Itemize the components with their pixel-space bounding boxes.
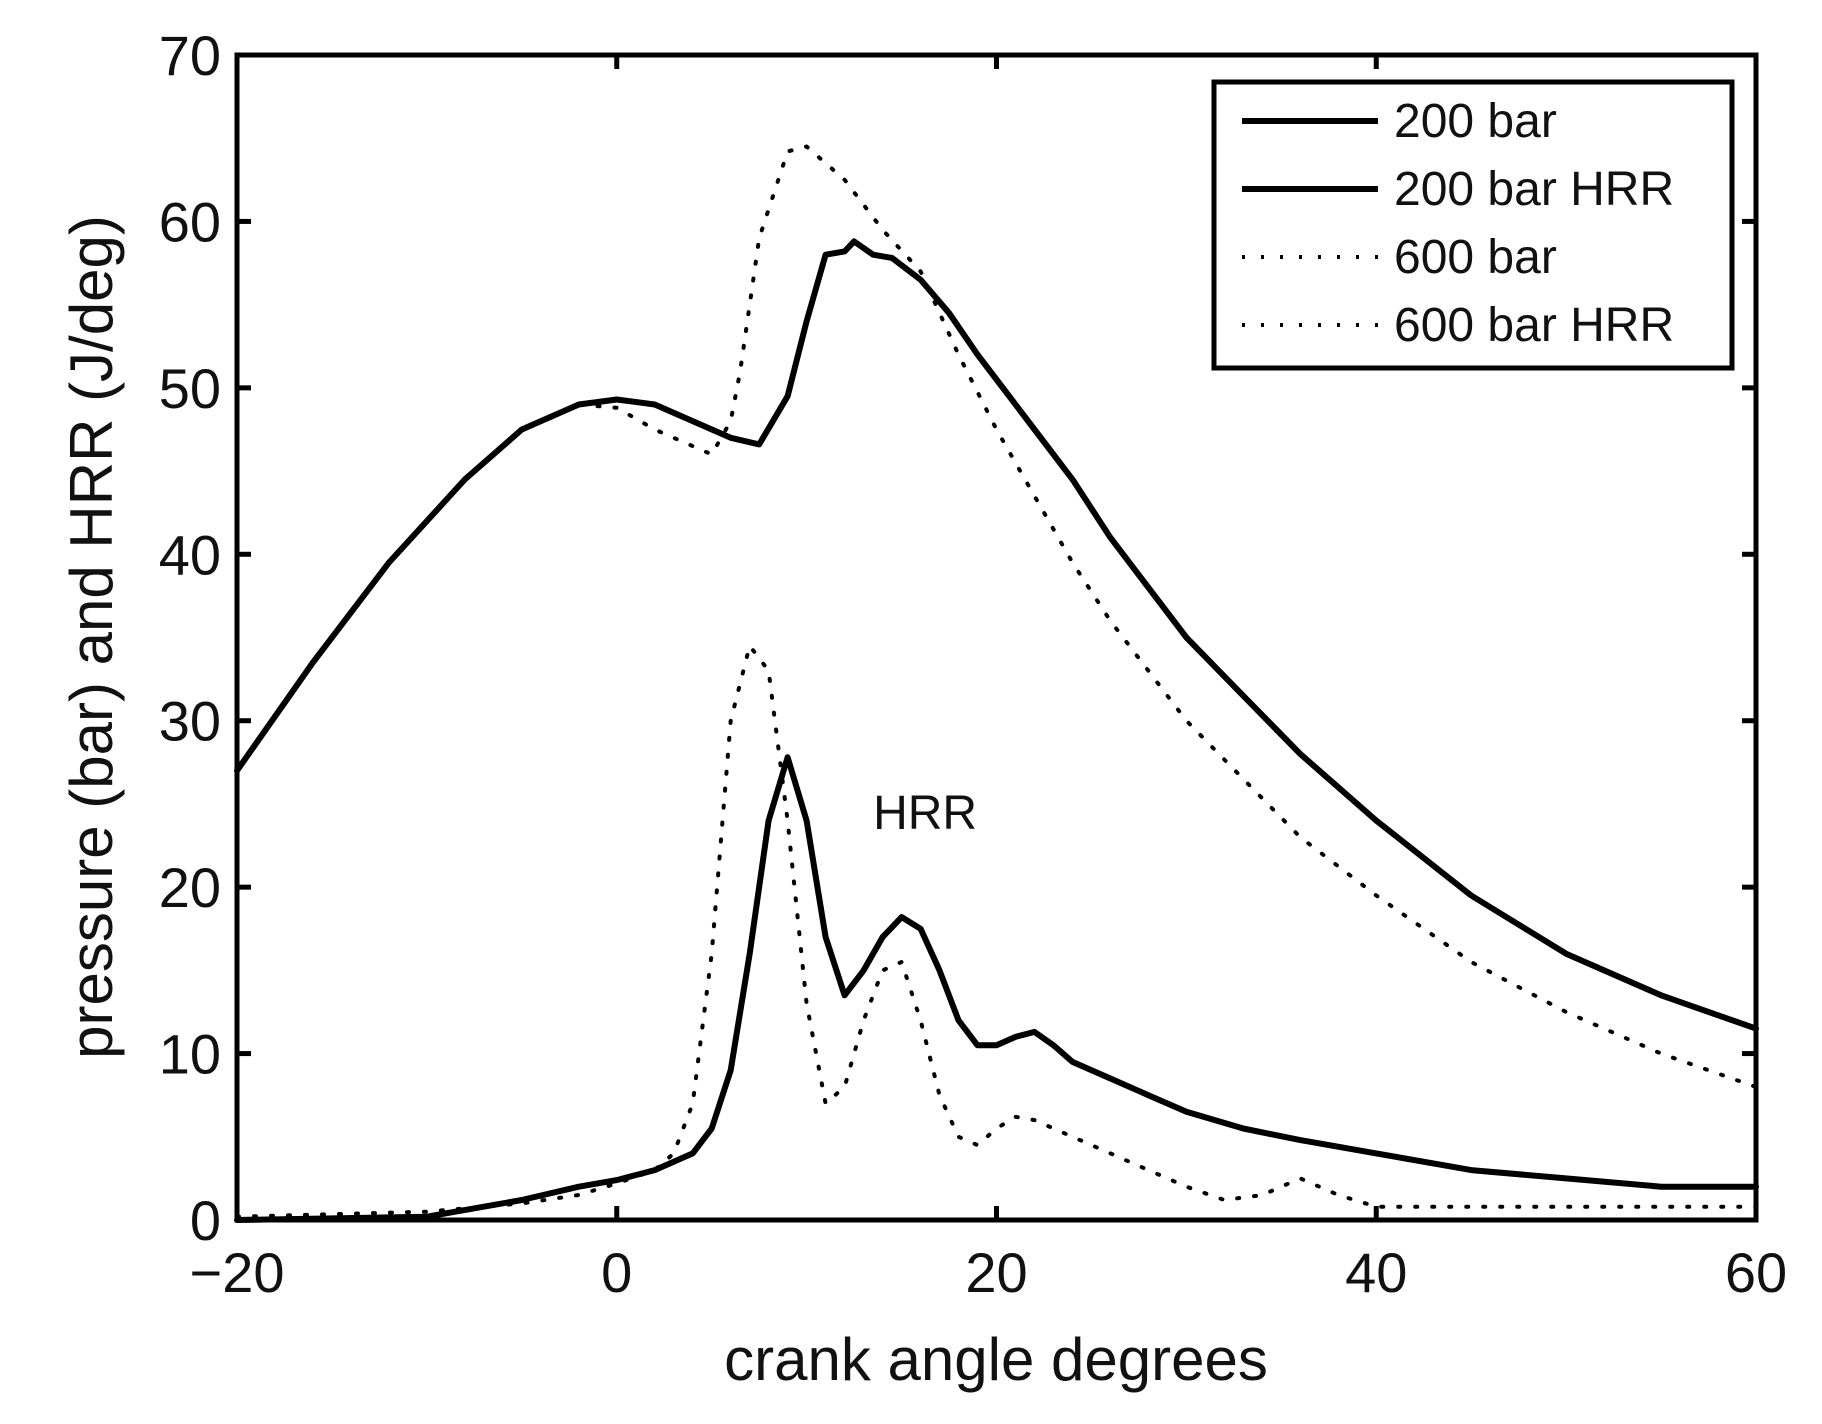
y-tick-label: 20 [159, 856, 221, 919]
series-layer [234, 144, 1759, 1223]
plot-frame [234, 52, 1759, 1223]
y-tick-label: 60 [159, 190, 221, 253]
y-tick-label: 30 [159, 690, 221, 753]
x-tick-label: 20 [965, 1241, 1027, 1304]
y-tick-label: 40 [159, 523, 221, 586]
x-tick-label: −20 [190, 1241, 285, 1304]
series-line-200-bar-hrr [234, 754, 1759, 1223]
x-tick-label: 40 [1345, 1241, 1407, 1304]
legend-box [1211, 79, 1735, 371]
series-line-200-bar [234, 238, 1759, 1032]
y-axis-label: pressure (bar) and HRR (J/deg) [58, 215, 125, 1059]
legend-entry-200-bar-hrr: 200 bar HRR [1394, 163, 1674, 216]
x-tick-label: 60 [1725, 1241, 1787, 1304]
series-line-600-bar [235, 144, 1758, 1089]
x-axis-label: crank angle degrees [724, 1326, 1268, 1393]
series-line-600-bar-hrr [235, 643, 1758, 1219]
x-tick-label: 0 [601, 1241, 632, 1304]
legend: 200 bar 200 bar HRR 600 bar 600 bar HRR [1211, 79, 1735, 371]
y-tick-label: 70 [159, 24, 221, 87]
y-tick-label: 50 [159, 357, 221, 420]
legend-entry-200-bar: 200 bar [1394, 95, 1557, 148]
y-tick-label: 10 [159, 1023, 221, 1086]
y-tick-label: 0 [190, 1189, 221, 1252]
legend-entry-600-bar: 600 bar [1394, 231, 1557, 284]
legend-entry-600-bar-hrr: 600 bar HRR [1394, 299, 1674, 352]
hrr-annotation: HRR [873, 787, 977, 840]
